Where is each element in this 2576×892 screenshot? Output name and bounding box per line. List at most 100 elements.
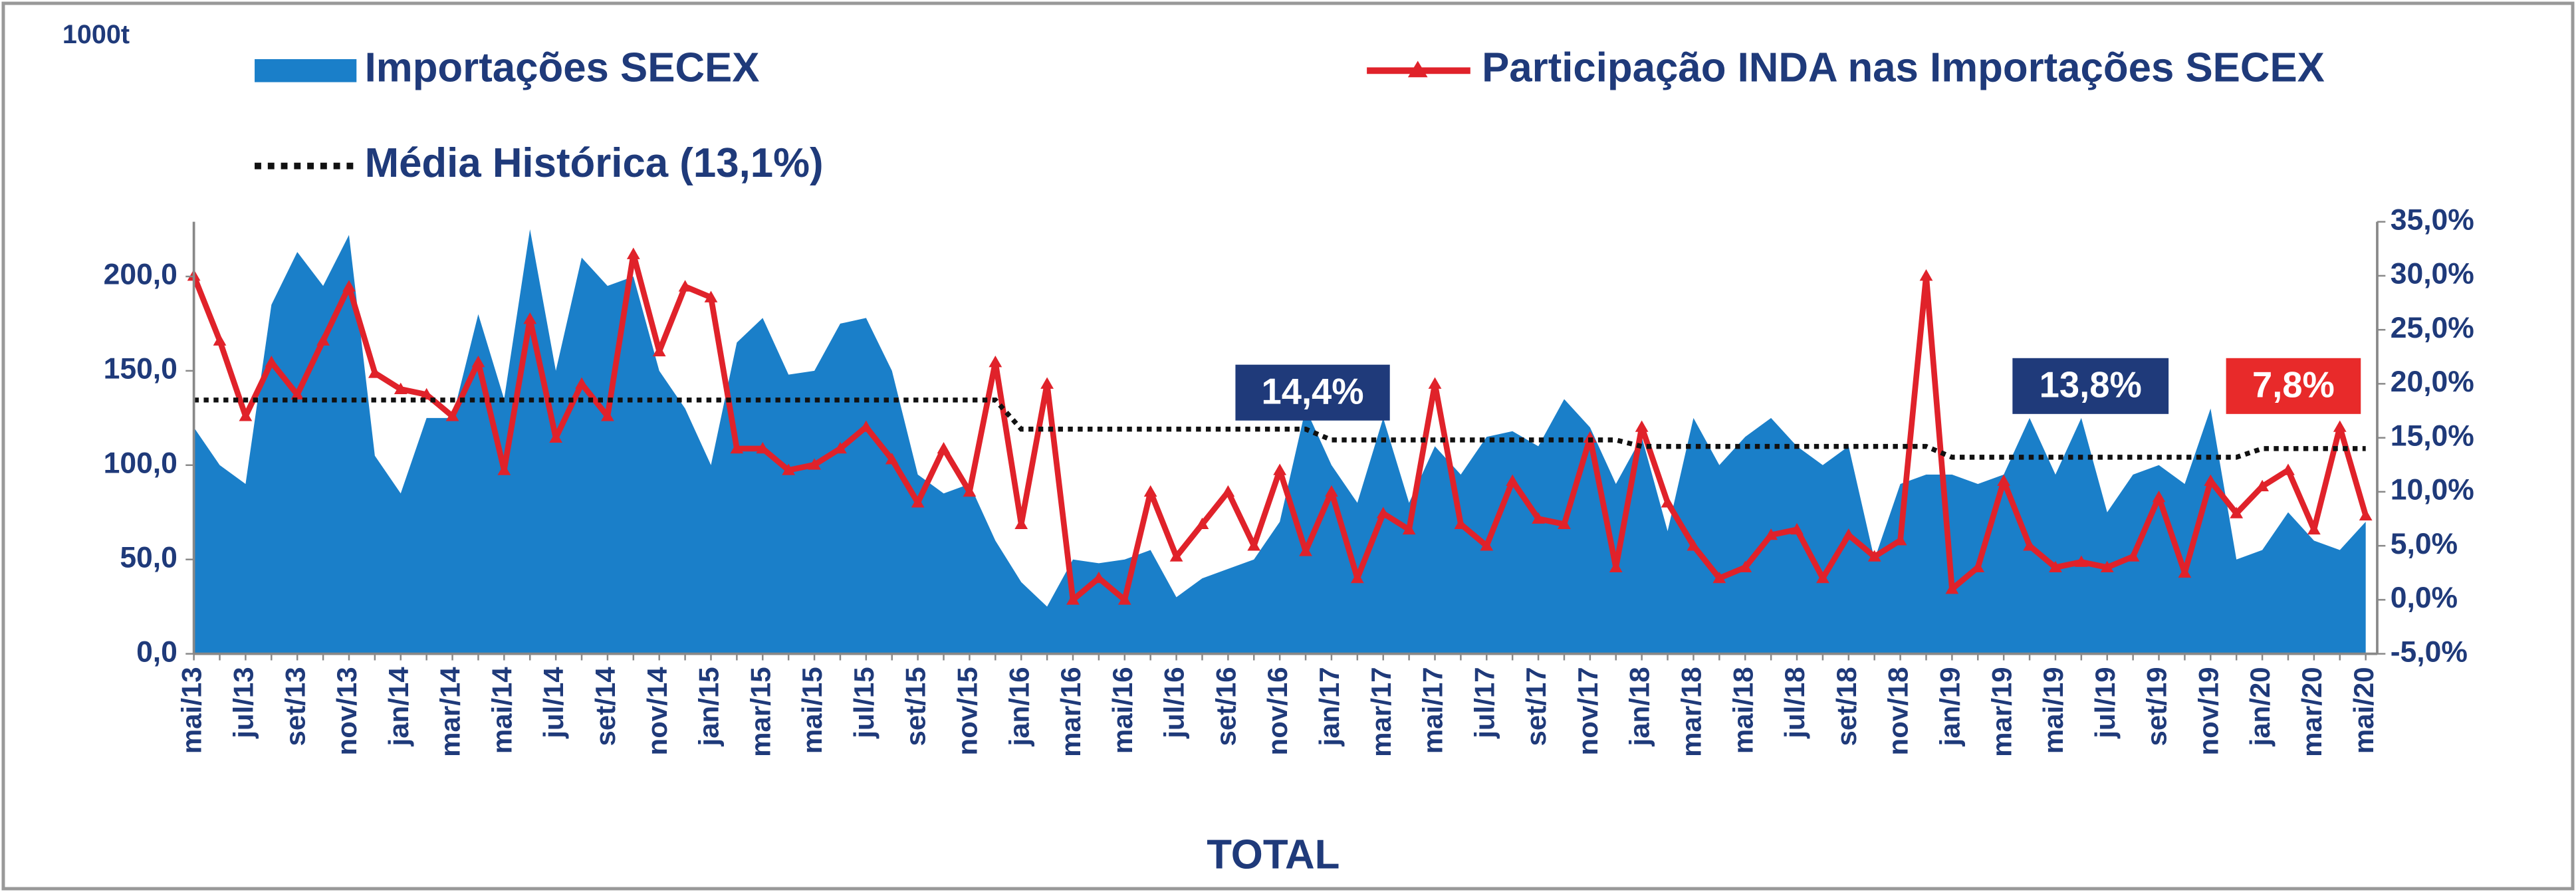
line-marker (1040, 377, 1054, 389)
x-tick-label: jan/14 (383, 667, 414, 747)
x-tick-label: mai/16 (1107, 667, 1138, 754)
legend-swatch (255, 59, 357, 82)
line-marker (316, 334, 330, 346)
x-tick-label: set/17 (1520, 667, 1552, 746)
line-marker (1454, 517, 1468, 530)
line-marker (1738, 560, 1752, 573)
y-tick-label: 100,0 (104, 447, 177, 480)
annotation: 14,4% (1261, 372, 1363, 412)
line-marker (1635, 420, 1649, 432)
x-tick-label: jan/16 (1003, 667, 1034, 746)
line-marker (1247, 539, 1261, 551)
line-marker (239, 409, 253, 421)
y2-tick-label: 0,0% (2391, 582, 2458, 614)
x-tick-label: mar/14 (435, 667, 466, 757)
x-tick-label: mar/16 (1055, 667, 1086, 756)
x-tick-label: set/16 (1210, 667, 1241, 746)
line-marker (652, 344, 666, 357)
x-tick-label: mai/19 (2038, 667, 2069, 754)
line-marker (1428, 377, 1442, 389)
line-marker (2023, 539, 2036, 551)
line-marker (1558, 517, 1571, 530)
x-tick-label: jan/18 (1624, 667, 1655, 746)
line-marker (497, 463, 511, 475)
line-marker (2256, 479, 2269, 492)
x-tick-label: set/15 (900, 667, 931, 746)
line-marker (989, 356, 1002, 368)
y2-tick-label: 5,0% (2391, 528, 2458, 560)
annotation-box (2226, 358, 2361, 414)
line-marker (834, 442, 847, 454)
line-marker (1687, 539, 1700, 551)
x-tick-label: mar/20 (2296, 667, 2327, 756)
legend-label: Média Histórica (13,1%) (365, 140, 824, 186)
x-tick-label: nov/18 (1883, 667, 1914, 755)
line-marker (394, 382, 408, 394)
dotted-line (193, 397, 2366, 460)
line-marker (1971, 560, 1985, 573)
line-marker (937, 442, 951, 454)
line-marker (885, 453, 899, 465)
line-marker (1066, 593, 1080, 605)
line-marker (419, 388, 433, 400)
line-marker (1583, 431, 1597, 443)
line-marker (445, 409, 459, 421)
line-marker (213, 334, 227, 346)
line-marker (1867, 550, 1881, 562)
x-tick-label: jul/14 (538, 667, 569, 739)
x-tick-label: jan/20 (2244, 667, 2276, 746)
line-marker (1609, 560, 1623, 573)
line-marker (859, 420, 873, 432)
x-tick-label: mar/15 (745, 667, 776, 756)
y2-tick-label: 30,0% (2391, 258, 2474, 290)
x-tick-label: mar/17 (1365, 667, 1397, 756)
legend-swatch (1407, 60, 1428, 78)
y2-tick-label: 35,0% (2391, 203, 2474, 236)
x-tick-label: mai/14 (486, 667, 517, 754)
line-marker (1273, 463, 1287, 475)
x-tick-label: jul/17 (1468, 667, 1500, 738)
line-marker (1169, 550, 1183, 562)
annotation: 13,8% (2040, 365, 2142, 405)
line-marker (601, 409, 614, 421)
line-marker (1325, 485, 1338, 497)
line-marker (1661, 496, 1675, 508)
x-tick-label: jul/18 (1779, 667, 1810, 738)
line-marker (1299, 544, 1312, 556)
x-tick-label: jul/19 (2089, 667, 2121, 738)
x-tick-label: jul/16 (1159, 667, 1190, 738)
legend-label: Importações SECEX (365, 45, 760, 91)
y2-tick-label: 10,0% (2391, 474, 2474, 506)
y2-tick-label: 25,0% (2391, 312, 2474, 344)
line-marker (1712, 571, 1726, 584)
line-marker (1790, 522, 1804, 535)
line-marker (265, 356, 279, 368)
chart-title: TOTAL (1207, 832, 1340, 877)
y2-tick-label: -5,0% (2391, 635, 2468, 668)
line-marker (342, 280, 356, 292)
line-marker (1764, 528, 1778, 540)
line-marker (1117, 593, 1131, 605)
line-marker (368, 366, 382, 378)
line-marker (2230, 506, 2244, 518)
x-tick-label: mai/15 (796, 667, 828, 754)
line-marker (2204, 474, 2218, 487)
x-tick-label: nov/13 (331, 667, 362, 755)
line-marker (471, 356, 485, 368)
y-tick-label: 150,0 (104, 353, 177, 386)
line-marker (1402, 522, 1416, 535)
x-tick-label: nov/16 (1262, 667, 1293, 755)
x-tick-label: set/18 (1831, 667, 1862, 746)
line-marker (291, 388, 304, 400)
line-marker (756, 442, 770, 454)
annotation-box (1235, 364, 1390, 421)
y-tick-label: 200,0 (104, 259, 177, 291)
x-tick-label: nov/14 (642, 667, 673, 756)
line-marker (626, 247, 640, 259)
x-tick-label: mar/19 (1986, 667, 2017, 756)
x-tick-label: set/19 (2141, 667, 2172, 746)
line-marker (1221, 485, 1235, 497)
x-tick-label: jan/15 (693, 667, 725, 746)
